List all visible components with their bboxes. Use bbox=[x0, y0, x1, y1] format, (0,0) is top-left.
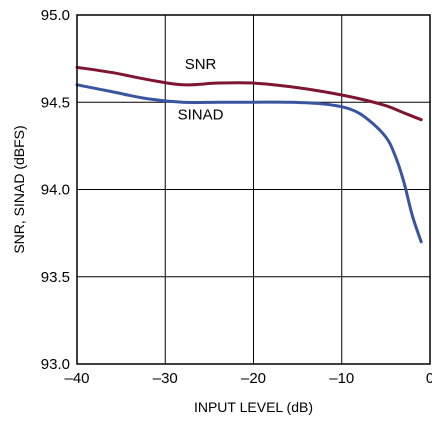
series-line-sinad bbox=[77, 85, 421, 242]
x-axis-label: INPUT LEVEL (dB) bbox=[194, 399, 313, 415]
y-tick-label: 94.0 bbox=[41, 182, 70, 199]
y-axis-label: SNR, SINAD (dBFS) bbox=[11, 125, 27, 253]
x-tick-label: –30 bbox=[153, 370, 178, 387]
x-tick-label: 0 bbox=[426, 370, 432, 387]
series-label-snr: SNR bbox=[185, 56, 217, 73]
grid bbox=[77, 15, 430, 364]
y-tick-labels: 93.093.594.094.595.0 bbox=[41, 7, 70, 373]
series-labels: SNR SINAD bbox=[178, 56, 224, 124]
y-tick-label: 94.5 bbox=[41, 94, 70, 111]
y-tick-label: 93.5 bbox=[41, 269, 70, 286]
series-label-sinad: SINAD bbox=[178, 107, 224, 124]
x-tick-label: –10 bbox=[329, 370, 354, 387]
x-tick-labels: –40 –30 –20 –10 0 bbox=[64, 370, 432, 387]
series-line-snr bbox=[77, 67, 421, 119]
x-tick-label: –20 bbox=[241, 370, 266, 387]
x-tick-label: –40 bbox=[64, 370, 89, 387]
series-lines bbox=[77, 67, 421, 242]
y-tick-label: 95.0 bbox=[41, 7, 70, 24]
